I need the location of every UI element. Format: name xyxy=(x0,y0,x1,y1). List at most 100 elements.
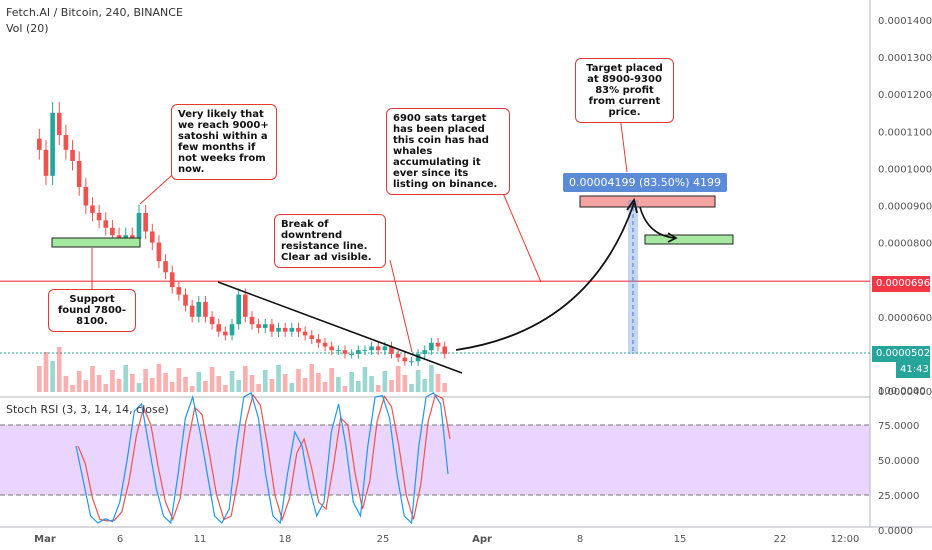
callout-pointer-6900 xyxy=(499,185,542,283)
volume-bar xyxy=(402,375,408,392)
candle xyxy=(169,272,175,288)
volume-bar xyxy=(309,364,315,392)
volume-bar xyxy=(176,368,182,392)
candle xyxy=(123,235,129,239)
volume-bar xyxy=(429,365,434,392)
candle xyxy=(369,346,374,351)
candle xyxy=(176,287,182,295)
volume-bar xyxy=(302,378,308,392)
volume-bar xyxy=(37,366,42,392)
note-support: Support found 7800-8100. xyxy=(48,289,136,332)
candle xyxy=(96,212,102,221)
volume-bar xyxy=(169,382,175,392)
volume-bar xyxy=(143,369,148,392)
volume-bar xyxy=(256,384,261,392)
candle xyxy=(349,353,354,355)
candle xyxy=(189,305,195,317)
time-tick-label: Mar xyxy=(34,534,56,545)
time-tick-label: 8 xyxy=(577,534,583,545)
time-tick-label: 6 xyxy=(117,534,123,545)
projection-arrowhead xyxy=(626,197,638,214)
volume-bar xyxy=(130,374,135,392)
stoch-tick-label: 50.0000 xyxy=(878,456,919,467)
volume-bar xyxy=(103,384,109,392)
volume-bar xyxy=(136,383,142,392)
candle xyxy=(429,342,434,351)
candle xyxy=(143,212,148,232)
candle xyxy=(156,242,162,262)
time-tick-label: 12:00 xyxy=(831,534,860,545)
support-zone xyxy=(51,237,141,248)
volume-bar xyxy=(116,379,122,392)
candle xyxy=(196,301,202,317)
volume-bar xyxy=(243,366,248,392)
time-tick-label: Apr xyxy=(472,534,492,545)
volume-bar xyxy=(90,366,95,392)
volume-bar xyxy=(183,377,188,392)
small-arrow xyxy=(639,206,677,239)
volume-bar xyxy=(282,374,288,392)
volume-bar xyxy=(276,365,281,392)
candle xyxy=(90,205,95,213)
volume-bar xyxy=(382,371,388,392)
symbol-title: Fetch.AI / Bitcoin, 240, BINANCE xyxy=(6,6,183,19)
volume-bar xyxy=(322,382,328,392)
candle xyxy=(163,261,168,273)
volume-bar xyxy=(336,377,341,392)
volume-bar xyxy=(156,364,162,392)
volume-bar xyxy=(369,376,374,392)
candle xyxy=(183,294,188,306)
red-line-price-tag: 0.00006960 xyxy=(872,276,932,292)
time-tick-label: 18 xyxy=(279,534,292,545)
volume-bar xyxy=(349,372,354,392)
price-tick-label: 0.00004000 xyxy=(878,387,932,398)
candle xyxy=(282,327,288,332)
candle xyxy=(116,235,122,239)
candle xyxy=(309,335,315,340)
volume-bar xyxy=(415,370,421,392)
candle xyxy=(249,316,255,325)
candle xyxy=(216,324,222,332)
target-zone-green xyxy=(644,234,734,245)
measure-label: 0.00004199 (83.50%) 4199 xyxy=(563,173,727,192)
target-zone-red xyxy=(579,195,716,208)
volume-bar xyxy=(442,383,447,392)
note-target-6900: 6900 sats target has been placed this co… xyxy=(386,108,510,195)
volume-bar xyxy=(409,384,414,392)
volume-bar xyxy=(203,381,208,392)
volume-bar xyxy=(56,347,62,392)
candle xyxy=(70,149,75,161)
candle xyxy=(149,231,155,243)
candle xyxy=(43,149,49,176)
volume-bar xyxy=(395,366,401,392)
candle xyxy=(83,186,89,206)
volume-bar xyxy=(43,352,49,392)
last-price-tag: 0.00005024 xyxy=(872,346,932,362)
candle xyxy=(110,227,115,236)
volume-bar xyxy=(63,376,69,392)
candle xyxy=(269,324,275,332)
volume-bar xyxy=(163,373,168,392)
candle xyxy=(336,350,341,352)
candle xyxy=(276,327,281,332)
volume-bar xyxy=(196,372,202,392)
stoch-tick-label: 75.0000 xyxy=(878,421,919,432)
time-tick-label: 11 xyxy=(194,534,207,545)
candle xyxy=(355,350,361,354)
note-target-8900: Target placed at 8900-9300 83% profit fr… xyxy=(575,58,674,123)
volume-bar xyxy=(189,386,195,392)
downtrend-line xyxy=(217,281,463,374)
volume-bar xyxy=(316,373,321,392)
candle xyxy=(375,346,381,351)
candle xyxy=(395,353,401,358)
candle xyxy=(136,212,142,239)
volume-bar xyxy=(289,383,295,392)
candle xyxy=(229,324,235,336)
